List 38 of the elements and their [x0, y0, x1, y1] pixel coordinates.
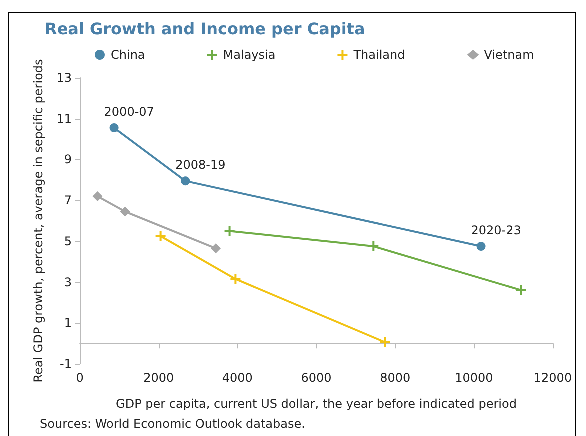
legend-label: Malaysia — [223, 48, 276, 62]
point — [476, 242, 486, 252]
y-tick-label: 3 — [64, 275, 72, 290]
point — [92, 191, 103, 202]
source-note: Sources: World Economic Outlook database. — [40, 417, 306, 431]
legend-label: Vietnam — [484, 48, 534, 62]
point — [380, 338, 390, 348]
y-tick-label: 13 — [56, 71, 72, 85]
point — [120, 206, 130, 217]
annotation: 2008-19 — [176, 158, 226, 172]
y-tick-label: 11 — [56, 112, 72, 126]
x-tick-label: 2000 — [144, 371, 174, 385]
x-tick-label: 0 — [76, 371, 84, 385]
point — [110, 124, 119, 133]
chart-title: Real Growth and Income per Capita — [45, 20, 366, 38]
x-tick-label: 10000 — [455, 371, 494, 385]
y-axis-title: Real GDP growth, percent, average in sepcific periods — [31, 59, 46, 383]
point — [181, 176, 190, 186]
x-tick-label: 12000 — [534, 371, 572, 385]
x-tick-label: 8000 — [380, 371, 411, 385]
point — [516, 285, 526, 296]
legend-label: China — [111, 48, 146, 62]
point — [230, 274, 241, 284]
point — [156, 231, 166, 242]
x-axis-title: GDP per capita, current US dollar, the year before indicated period — [116, 397, 517, 411]
x-tick-label: 4000 — [222, 371, 253, 385]
annotation: 2020-23 — [471, 224, 522, 238]
y-tick-label: 7 — [64, 194, 72, 208]
legend-label: Thailand — [352, 48, 406, 62]
y-tick-label: 1 — [64, 316, 72, 330]
annotation: 2000-07 — [104, 105, 154, 120]
x-tick-label: 6000 — [301, 371, 332, 385]
y-tick-label: -1 — [60, 357, 72, 371]
y-tick-label: 5 — [64, 234, 72, 248]
point — [224, 226, 235, 236]
point — [210, 244, 221, 254]
point — [368, 242, 379, 252]
y-tick-label: 9 — [64, 152, 72, 167]
